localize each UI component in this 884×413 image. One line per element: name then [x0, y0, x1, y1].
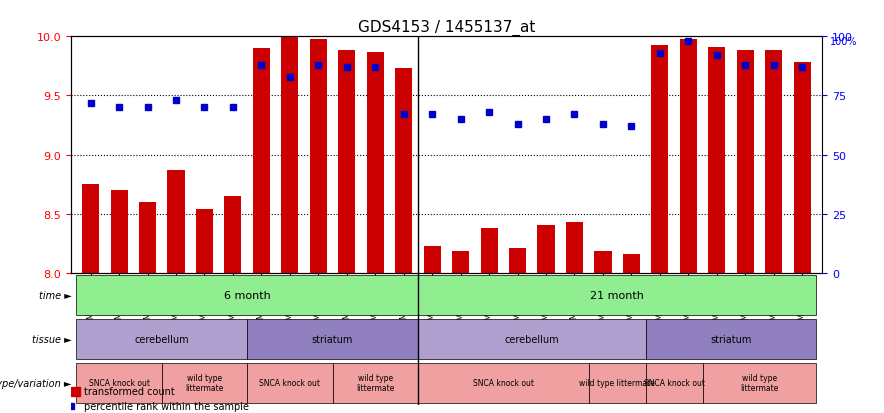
FancyBboxPatch shape — [76, 275, 418, 315]
Bar — [139, 203, 156, 273]
Bar — [281, 37, 299, 273]
Text: wild type
littermate: wild type littermate — [740, 373, 779, 392]
Text: striatum: striatum — [711, 334, 751, 344]
Bar — [794, 63, 811, 273]
Text: striatum: striatum — [312, 334, 354, 344]
Bar — [196, 210, 213, 273]
Text: SNCA knock out: SNCA knock out — [259, 378, 320, 387]
Bar — [652, 45, 668, 273]
Text: SNCA knock out: SNCA knock out — [473, 378, 534, 387]
Bar — [423, 246, 441, 273]
Bar — [367, 52, 384, 273]
Bar — [708, 48, 726, 273]
FancyBboxPatch shape — [418, 275, 817, 315]
Bar — [623, 254, 640, 273]
FancyBboxPatch shape — [248, 363, 332, 403]
Text: tissue ►: tissue ► — [32, 334, 72, 344]
Bar — [566, 223, 583, 273]
Bar — [395, 69, 412, 273]
FancyBboxPatch shape — [645, 363, 703, 403]
FancyBboxPatch shape — [162, 363, 248, 403]
Title: GDS4153 / 1455137_at: GDS4153 / 1455137_at — [358, 20, 535, 36]
Text: wild type
littermate: wild type littermate — [356, 373, 394, 392]
Text: transformed count: transformed count — [84, 386, 175, 396]
Text: 100%: 100% — [830, 37, 857, 47]
FancyBboxPatch shape — [645, 319, 817, 359]
FancyBboxPatch shape — [76, 363, 162, 403]
Text: 21 month: 21 month — [591, 290, 644, 300]
Bar — [339, 51, 355, 273]
Bar — [766, 51, 782, 273]
FancyBboxPatch shape — [248, 319, 418, 359]
Bar — [736, 51, 754, 273]
Text: cerebellum: cerebellum — [134, 334, 189, 344]
Text: time ►: time ► — [39, 290, 72, 300]
Bar — [167, 171, 185, 273]
Text: wild type
littermate: wild type littermate — [186, 373, 224, 392]
Bar — [537, 225, 554, 273]
FancyBboxPatch shape — [418, 363, 589, 403]
Text: cerebellum: cerebellum — [505, 334, 559, 344]
FancyBboxPatch shape — [418, 319, 645, 359]
FancyBboxPatch shape — [332, 363, 418, 403]
Bar — [481, 228, 498, 273]
Bar — [225, 197, 241, 273]
Bar — [110, 191, 127, 273]
FancyBboxPatch shape — [589, 363, 645, 403]
Bar — [452, 251, 469, 273]
Bar — [253, 49, 270, 273]
Text: SNCA knock out: SNCA knock out — [88, 378, 149, 387]
Bar — [680, 40, 697, 273]
Text: percentile rank within the sample: percentile rank within the sample — [84, 401, 249, 411]
Text: 6 month: 6 month — [224, 290, 271, 300]
FancyBboxPatch shape — [703, 363, 817, 403]
Text: genotype/variation ►: genotype/variation ► — [0, 378, 72, 388]
Bar — [594, 251, 612, 273]
Bar — [309, 40, 327, 273]
Bar — [82, 185, 99, 273]
FancyBboxPatch shape — [76, 319, 248, 359]
Text: wild type littermate: wild type littermate — [579, 378, 655, 387]
Bar — [509, 249, 526, 273]
Bar — [71, 387, 80, 396]
Text: SNCA knock out: SNCA knock out — [644, 378, 705, 387]
